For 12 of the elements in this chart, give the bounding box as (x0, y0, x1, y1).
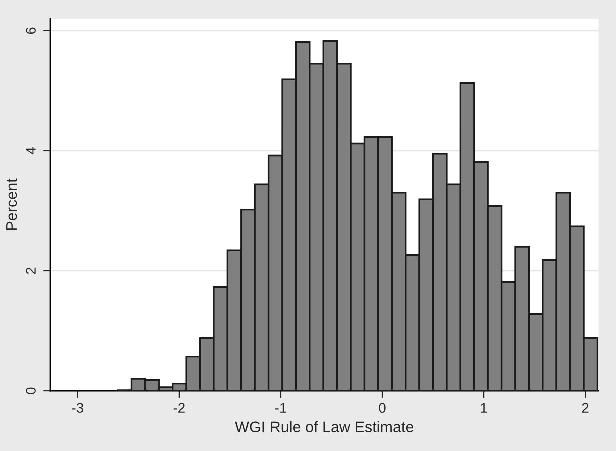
x-tick-label: -3 (72, 403, 84, 414)
x-tick-label: 0 (379, 403, 386, 414)
y-axis-title: Percent (6, 178, 18, 230)
x-axis-title: WGI Rule of Law Estimate (235, 421, 414, 433)
y-tick-label: 6 (26, 28, 36, 34)
x-tick-label: -1 (275, 403, 286, 413)
y-tick-label: 4 (26, 148, 36, 155)
y-tick-label: 0 (26, 388, 36, 394)
x-tick-label: -2 (174, 403, 185, 413)
x-tick-label: 2 (582, 403, 589, 413)
x-tick-label: 1 (481, 403, 488, 413)
y-tick-label: 2 (26, 268, 36, 274)
